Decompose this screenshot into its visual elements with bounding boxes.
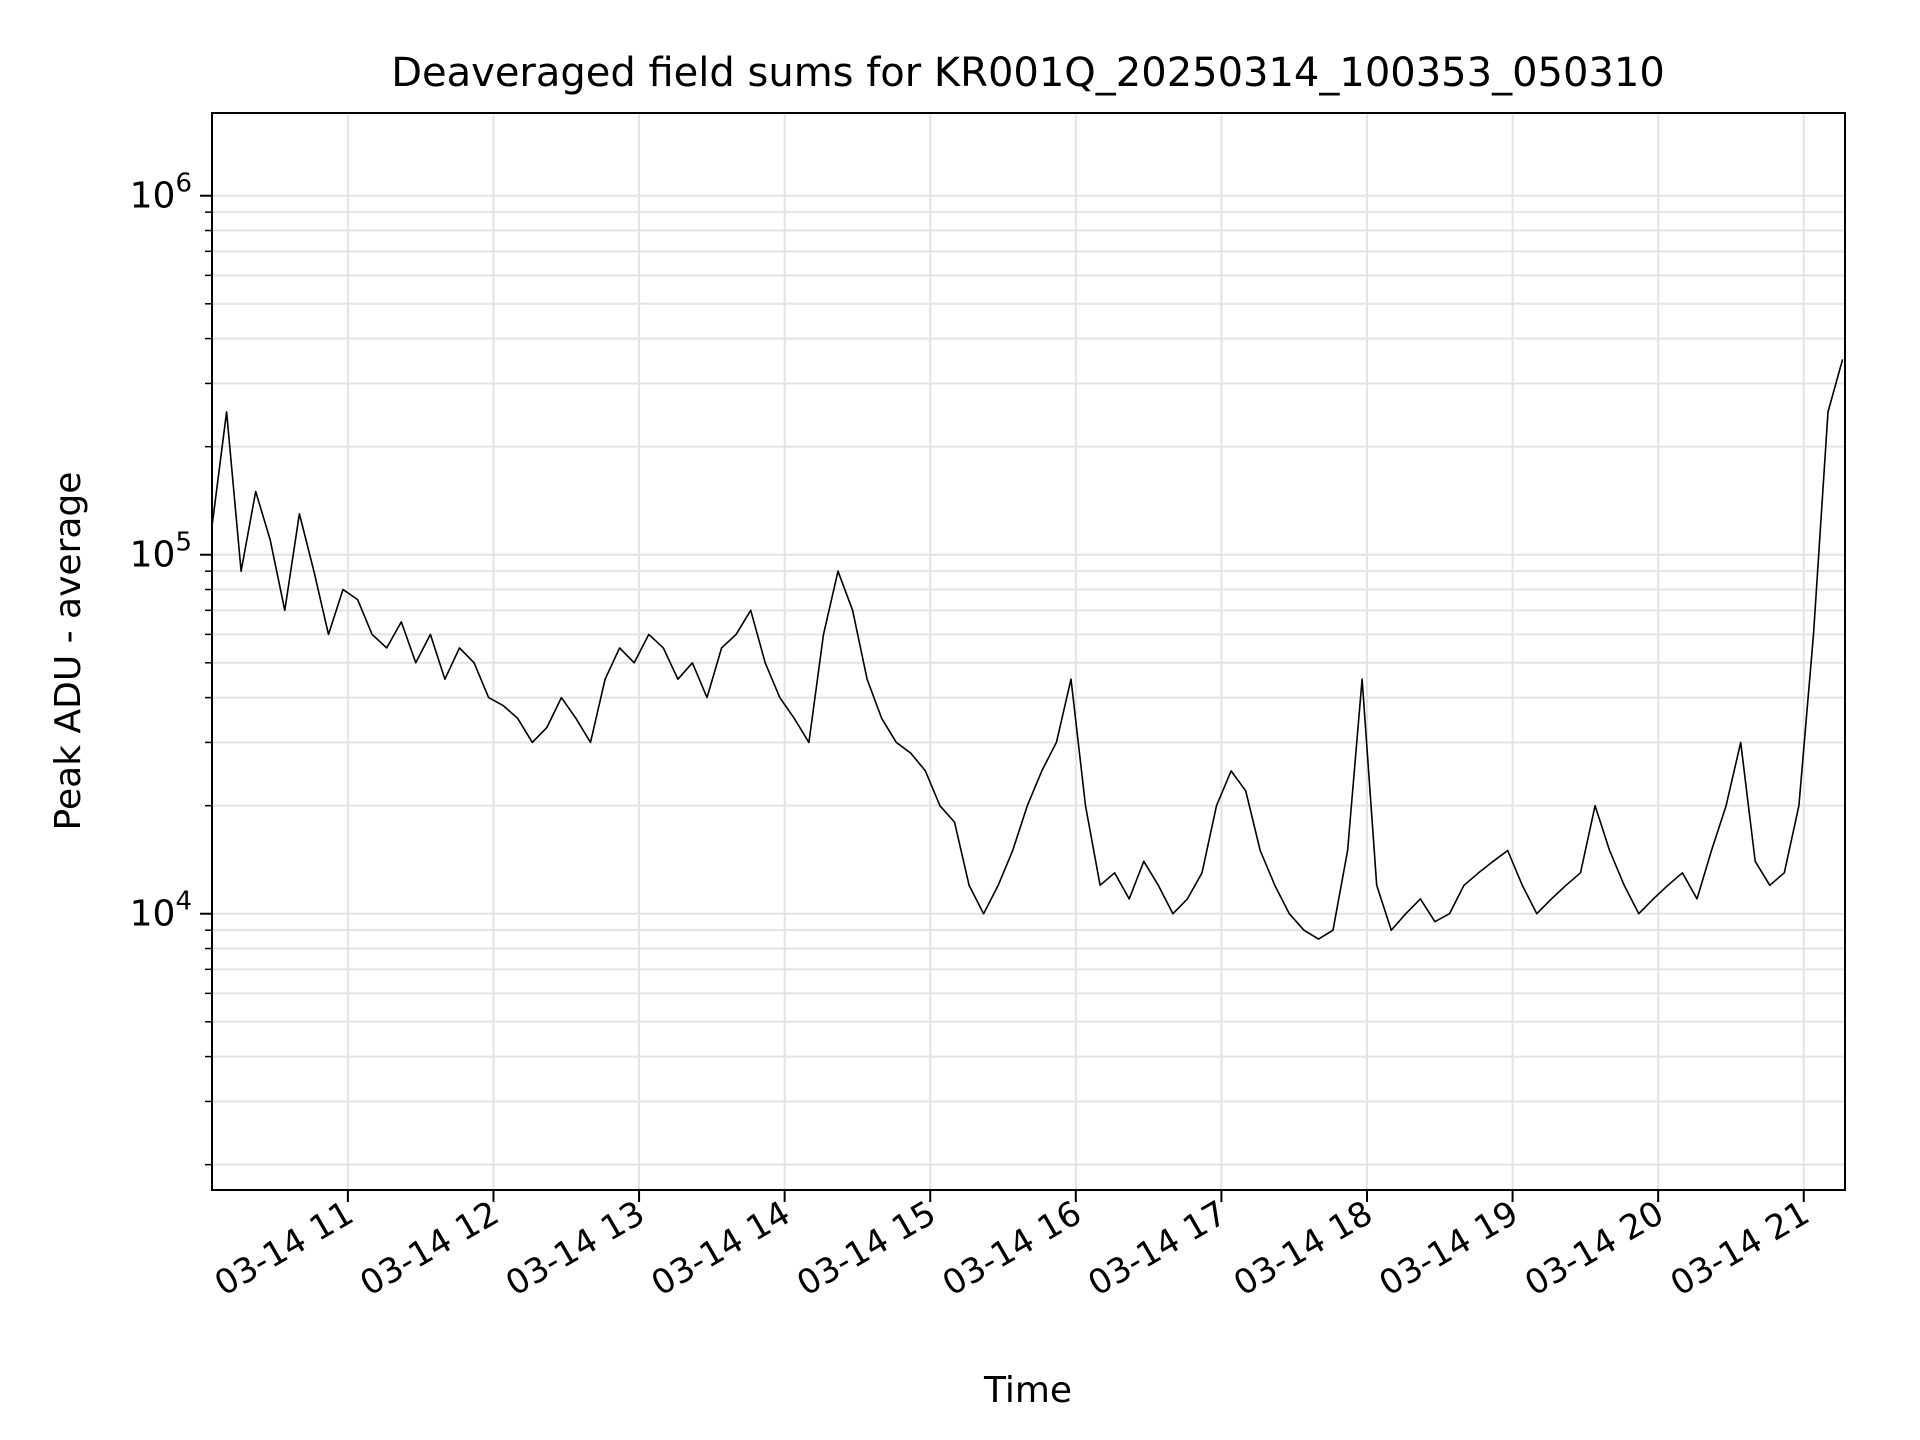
plot-frame xyxy=(211,112,1846,1191)
y-tick-base: 10 xyxy=(130,176,176,217)
chart-title: Deaveraged field sums for KR001Q_2025031… xyxy=(391,50,1665,96)
y-tick-exponent: 4 xyxy=(175,887,192,917)
y-tick-label: 106 xyxy=(130,169,192,217)
y-axis-label: Peak ADU - average xyxy=(48,472,89,831)
y-tick-label: 105 xyxy=(130,528,192,576)
y-tick-base: 10 xyxy=(130,894,176,935)
data-series-line xyxy=(211,359,1844,940)
y-tick-exponent: 6 xyxy=(175,169,192,199)
grid xyxy=(212,113,1845,1190)
x-axis-label: Time xyxy=(983,1370,1072,1411)
y-tick-label: 104 xyxy=(130,887,192,935)
data-line-layer xyxy=(211,359,1844,940)
y-tick-base: 10 xyxy=(130,535,176,576)
y-tick-exponent: 5 xyxy=(175,528,192,558)
